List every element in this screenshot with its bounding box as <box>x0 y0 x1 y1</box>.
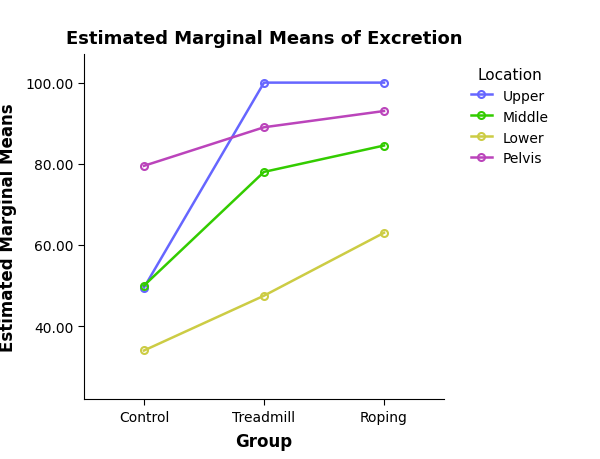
Legend: Upper, Middle, Lower, Pelvis: Upper, Middle, Lower, Pelvis <box>466 62 554 172</box>
Y-axis label: Estimated Marginal Means: Estimated Marginal Means <box>0 103 17 351</box>
Pelvis <box>140 164 148 169</box>
Lower <box>380 230 388 236</box>
Pelvis <box>260 125 268 131</box>
Middle <box>260 170 268 175</box>
Lower <box>260 293 268 299</box>
Middle <box>380 144 388 149</box>
Middle <box>140 283 148 289</box>
Title: Estimated Marginal Means of Excretion: Estimated Marginal Means of Excretion <box>66 30 462 48</box>
Line: Middle: Middle <box>140 143 388 289</box>
Upper <box>380 81 388 86</box>
Lower <box>140 348 148 353</box>
Upper <box>140 285 148 291</box>
Line: Pelvis: Pelvis <box>140 108 388 170</box>
Line: Lower: Lower <box>140 230 388 354</box>
Pelvis <box>380 109 388 115</box>
Upper <box>260 81 268 86</box>
Line: Upper: Upper <box>140 80 388 291</box>
X-axis label: Group: Group <box>235 432 293 450</box>
